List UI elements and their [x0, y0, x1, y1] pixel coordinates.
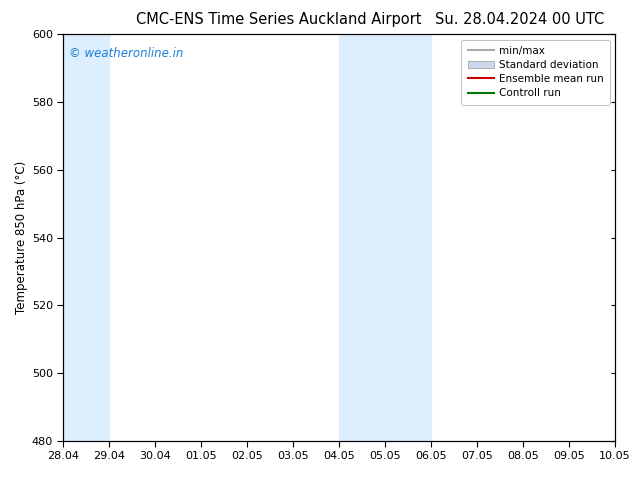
Text: CMC-ENS Time Series Auckland Airport: CMC-ENS Time Series Auckland Airport	[136, 12, 422, 27]
Text: © weatheronline.in: © weatheronline.in	[69, 47, 183, 59]
Y-axis label: Temperature 850 hPa (°C): Temperature 850 hPa (°C)	[15, 161, 27, 314]
Bar	[339, 34, 431, 441]
Text: Su. 28.04.2024 00 UTC: Su. 28.04.2024 00 UTC	[436, 12, 604, 27]
Legend: min/max, Standard deviation, Ensemble mean run, Controll run: min/max, Standard deviation, Ensemble me…	[462, 40, 610, 104]
Bar	[63, 34, 110, 441]
